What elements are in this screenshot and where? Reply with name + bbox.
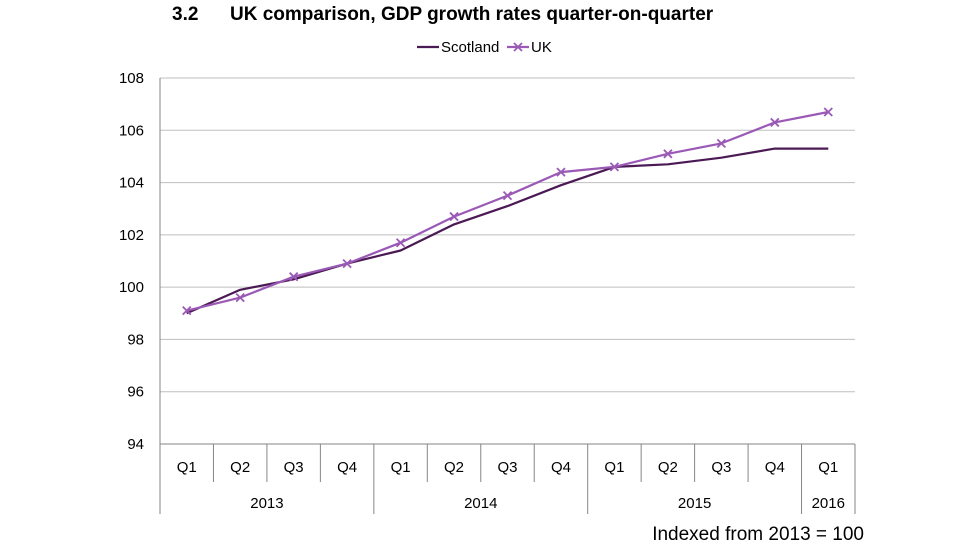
data-point-uk	[556, 167, 566, 177]
data-point-uk	[502, 191, 513, 201]
y-tick-labels: 94 96 98 100 102 104 106 108	[119, 70, 144, 453]
legend-label-scotland: Scotland	[441, 39, 499, 56]
y-tick-label: 104	[119, 175, 144, 192]
figure-number: 3.2	[172, 4, 199, 25]
x-tick-label: Q2	[658, 459, 678, 476]
x-tick-labels: Q1 Q2 Q3 Q4 Q1 Q2 Q3 Q4 Q1 Q2 Q3 Q4 Q1 2013 2014 2015 20…	[177, 459, 845, 512]
year-label: 2016	[812, 495, 845, 512]
data-point-uk	[342, 258, 352, 269]
x-tick-label: Q4	[337, 459, 357, 476]
y-tick-label: 100	[119, 279, 144, 296]
y-tick-label: 96	[127, 384, 144, 401]
y-tick-label: 106	[119, 122, 144, 139]
data-point-uk	[609, 162, 620, 172]
x-tick-label: Q3	[284, 459, 304, 476]
figure-title: 3.2 UK comparison, GDP growth rates quar…	[0, 0, 976, 28]
data-point-uk	[289, 272, 299, 282]
data-point-uk	[823, 107, 833, 117]
y-tick-label: 102	[119, 227, 144, 244]
data-point-uk	[716, 138, 726, 148]
year-label: 2013	[250, 495, 283, 512]
x-tick-label: Q3	[711, 459, 731, 476]
legend-label-uk: UK	[531, 39, 552, 56]
legend-marker-uk	[513, 42, 523, 52]
y-tick-label: 94	[127, 436, 144, 453]
x-tick-label: Q4	[765, 459, 785, 476]
x-tick-label: Q3	[497, 459, 517, 476]
series-lines	[182, 107, 833, 316]
x-tick-label: Q2	[444, 459, 464, 476]
axes	[159, 78, 856, 514]
chart-title: UK comparison, GDP growth rates quarter-…	[230, 4, 714, 25]
series-line-uk	[186, 110, 829, 312]
x-tick-label: Q4	[551, 459, 571, 476]
x-tick-label: Q1	[818, 459, 838, 476]
y-tick-label: 108	[119, 70, 144, 87]
data-point-uk	[770, 117, 780, 128]
legend: Scotland UK	[417, 39, 552, 56]
index-footnote: Indexed from 2013 = 100	[652, 524, 864, 545]
year-label: 2015	[678, 495, 711, 512]
x-tick-label: Q2	[230, 459, 250, 476]
x-tick-label: Q1	[604, 459, 624, 476]
x-tick-label: Q1	[177, 459, 197, 476]
data-point-uk	[449, 211, 459, 222]
data-point-uk	[395, 238, 406, 248]
data-point-uk	[663, 149, 673, 159]
y-tick-label: 98	[127, 331, 144, 348]
series-line-scotland	[186, 147, 829, 315]
year-label: 2014	[464, 495, 497, 512]
data-point-uk	[182, 306, 192, 316]
data-point-uk	[235, 292, 245, 303]
x-tick-label: Q1	[391, 459, 411, 476]
